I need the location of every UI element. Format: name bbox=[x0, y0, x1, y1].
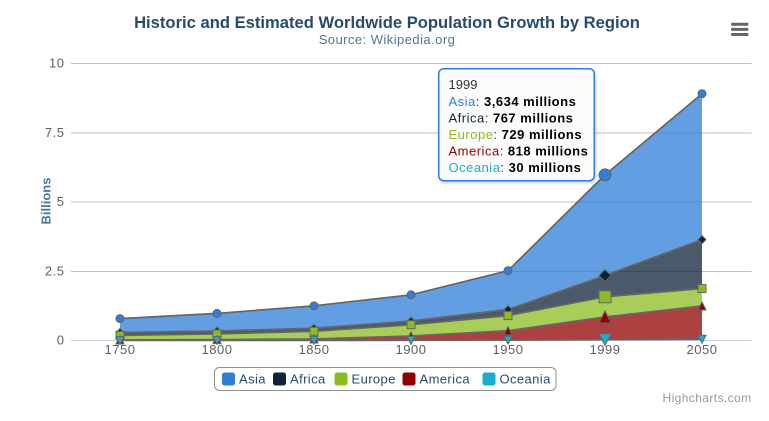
svg-text:Historic and Estimated Worldwi: Historic and Estimated Worldwide Populat… bbox=[134, 13, 640, 32]
svg-text:Asia: Asia bbox=[239, 372, 266, 387]
svg-text:Europe: Europe bbox=[352, 372, 396, 387]
svg-text:America: America bbox=[420, 372, 471, 387]
svg-text:Highcharts.com: Highcharts.com bbox=[663, 391, 752, 405]
svg-text:Africa: 767 millions: Africa: 767 millions bbox=[449, 111, 574, 126]
svg-text:10: 10 bbox=[49, 56, 64, 71]
svg-text:Oceania: Oceania bbox=[500, 372, 552, 387]
svg-text:1850: 1850 bbox=[299, 342, 330, 357]
svg-text:2.5: 2.5 bbox=[45, 263, 65, 278]
svg-text:2050: 2050 bbox=[687, 342, 718, 357]
svg-text:1999: 1999 bbox=[449, 77, 478, 92]
svg-text:1750: 1750 bbox=[105, 342, 136, 357]
svg-text:5: 5 bbox=[57, 194, 65, 209]
svg-text:7.5: 7.5 bbox=[45, 125, 65, 140]
svg-text:Billions: Billions bbox=[39, 178, 54, 225]
svg-text:Africa: Africa bbox=[290, 372, 326, 387]
svg-text:1950: 1950 bbox=[493, 342, 524, 357]
svg-text:Source: Wikipedia.org: Source: Wikipedia.org bbox=[319, 32, 456, 47]
svg-text:Asia: 3,634 millions: Asia: 3,634 millions bbox=[449, 94, 577, 109]
svg-text:1800: 1800 bbox=[202, 342, 233, 357]
svg-text:Oceania: 30 millions: Oceania: 30 millions bbox=[449, 160, 582, 175]
svg-text:1900: 1900 bbox=[396, 342, 427, 357]
svg-text:1999: 1999 bbox=[590, 342, 621, 357]
svg-text:0: 0 bbox=[57, 333, 65, 348]
svg-text:America: 818 millions: America: 818 millions bbox=[449, 144, 589, 159]
svg-text:Europe: 729 millions: Europe: 729 millions bbox=[449, 127, 583, 142]
